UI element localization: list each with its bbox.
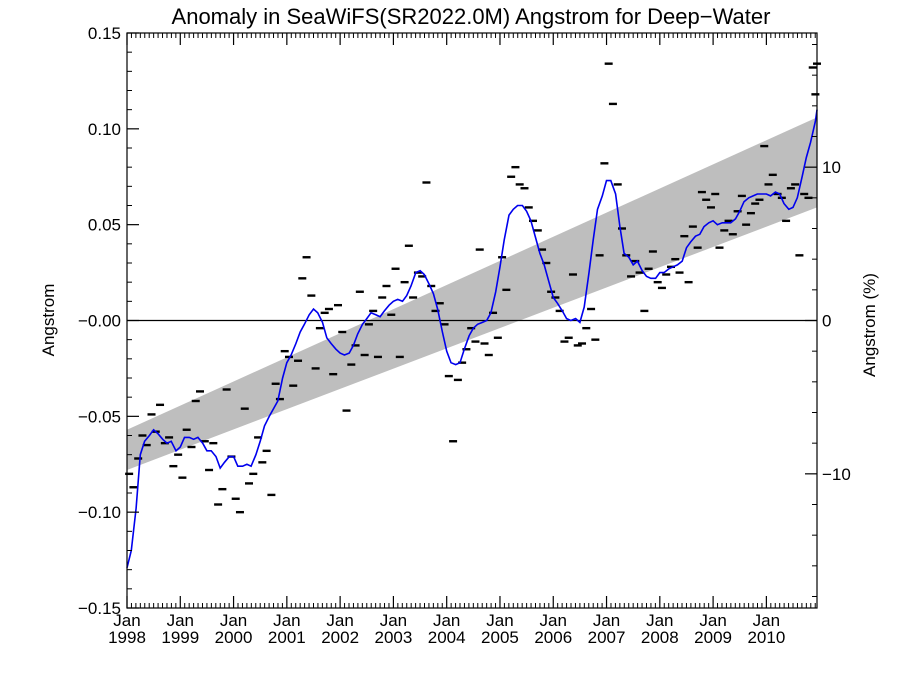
smoothed-series-line	[126, 109, 818, 568]
x-tick-year-label: 2005	[481, 628, 519, 647]
y-tick-label: −0.10	[78, 503, 121, 522]
x-tick-month-label: Jan	[646, 611, 673, 630]
right-axis-label: Angstrom (%)	[860, 273, 879, 377]
x-tick-year-label: 2002	[321, 628, 359, 647]
x-tick-month-label: Jan	[326, 611, 353, 630]
x-tick-month-label: Jan	[380, 611, 407, 630]
x-tick-year-label: 2003	[374, 628, 412, 647]
x-tick-year-label: 2009	[694, 628, 732, 647]
x-tick-year-label: 1998	[108, 628, 146, 647]
chart-title: Anomaly in SeaWiFS(SR2022.0M) Angstrom f…	[172, 4, 771, 29]
trend-band-layer	[127, 117, 817, 470]
x-tick-year-label: 2006	[534, 628, 572, 647]
y-axis-label: Angstrom	[39, 284, 58, 357]
right-y-tick-label: 10	[822, 158, 841, 177]
axes-layer: 0.15 0.10 0.05 −0.00 −0.05 −0.10 −0.15 10 0 −10 Ja…	[78, 24, 851, 647]
x-tick-month-label: Jan	[753, 611, 780, 630]
smoothed-series-layer	[126, 109, 818, 568]
x-tick-year-label: 2010	[747, 628, 785, 647]
x-tick-year-label: 2001	[268, 628, 306, 647]
x-tick-month-label: Jan	[167, 611, 194, 630]
x-tick-month-label: Jan	[220, 611, 247, 630]
x-tick-year-label: 2008	[641, 628, 679, 647]
y-tick-label: 0.15	[88, 24, 121, 43]
x-tick-year-label: 2007	[588, 628, 626, 647]
x-tick-month-label: Jan	[433, 611, 460, 630]
y-tick-label: −0.05	[78, 407, 121, 426]
right-y-tick-label: −10	[822, 465, 851, 484]
y-tick-label: 0.10	[88, 120, 121, 139]
x-tick-month-label: Jan	[273, 611, 300, 630]
x-tick-month-label: Jan	[593, 611, 620, 630]
y-tick-label: 0.05	[88, 216, 121, 235]
x-tick-year-label: 2000	[215, 628, 253, 647]
trend-band	[127, 117, 817, 470]
x-tick-month-label: Jan	[699, 611, 726, 630]
x-tick-month-label: Jan	[540, 611, 567, 630]
y-tick-label: −0.15	[78, 599, 121, 618]
x-tick-month-label: Jan	[486, 611, 513, 630]
x-tick-year-label: 1999	[161, 628, 199, 647]
x-tick-month-label: Jan	[113, 611, 140, 630]
y-tick-label: −0.00	[78, 312, 121, 331]
x-tick-year-label: 2004	[428, 628, 466, 647]
right-y-tick-label: 0	[822, 312, 831, 331]
